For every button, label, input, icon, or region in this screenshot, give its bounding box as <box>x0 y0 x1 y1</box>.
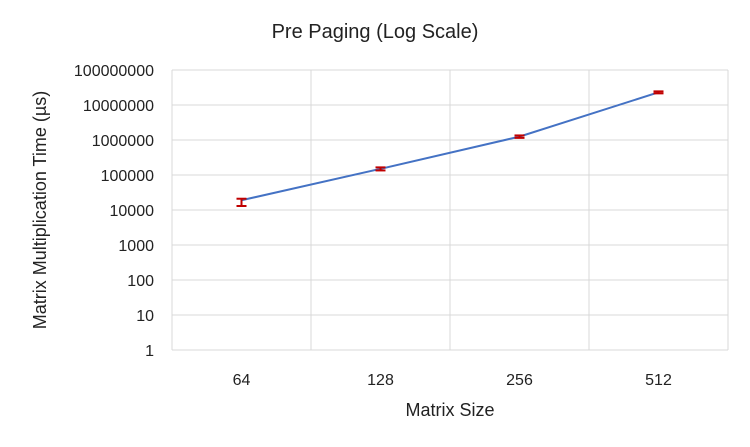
x-tick-label: 256 <box>506 372 533 389</box>
y-tick-label: 10 <box>136 308 154 325</box>
x-axis-title: Matrix Size <box>405 400 494 420</box>
gridlines <box>171 69 729 351</box>
x-tick-label: 128 <box>367 372 394 389</box>
y-tick-label: 1000000 <box>92 133 154 150</box>
y-axis-title: Matrix Multiplication Time (µs) <box>30 91 50 329</box>
x-tick-labels: 64 128 256 512 <box>233 372 672 389</box>
y-tick-label: 10000000 <box>83 98 154 115</box>
y-tick-label: 10000 <box>110 203 155 220</box>
y-tick-label: 1000 <box>118 238 154 255</box>
x-tick-label: 512 <box>645 372 672 389</box>
series-line <box>241 91 659 202</box>
y-tick-label: 100000 <box>101 168 154 185</box>
y-tick-label: 100 <box>127 273 154 290</box>
x-tick-label: 64 <box>233 372 251 389</box>
y-tick-label: 100000000 <box>74 63 154 80</box>
y-tick-label: 1 <box>145 343 154 360</box>
plot-area <box>236 90 664 208</box>
chart-title: Pre Paging (Log Scale) <box>272 21 479 43</box>
y-tick-labels: 1 10 100 1000 10000 100000 1000000 10000000 1000… <box>74 63 154 360</box>
